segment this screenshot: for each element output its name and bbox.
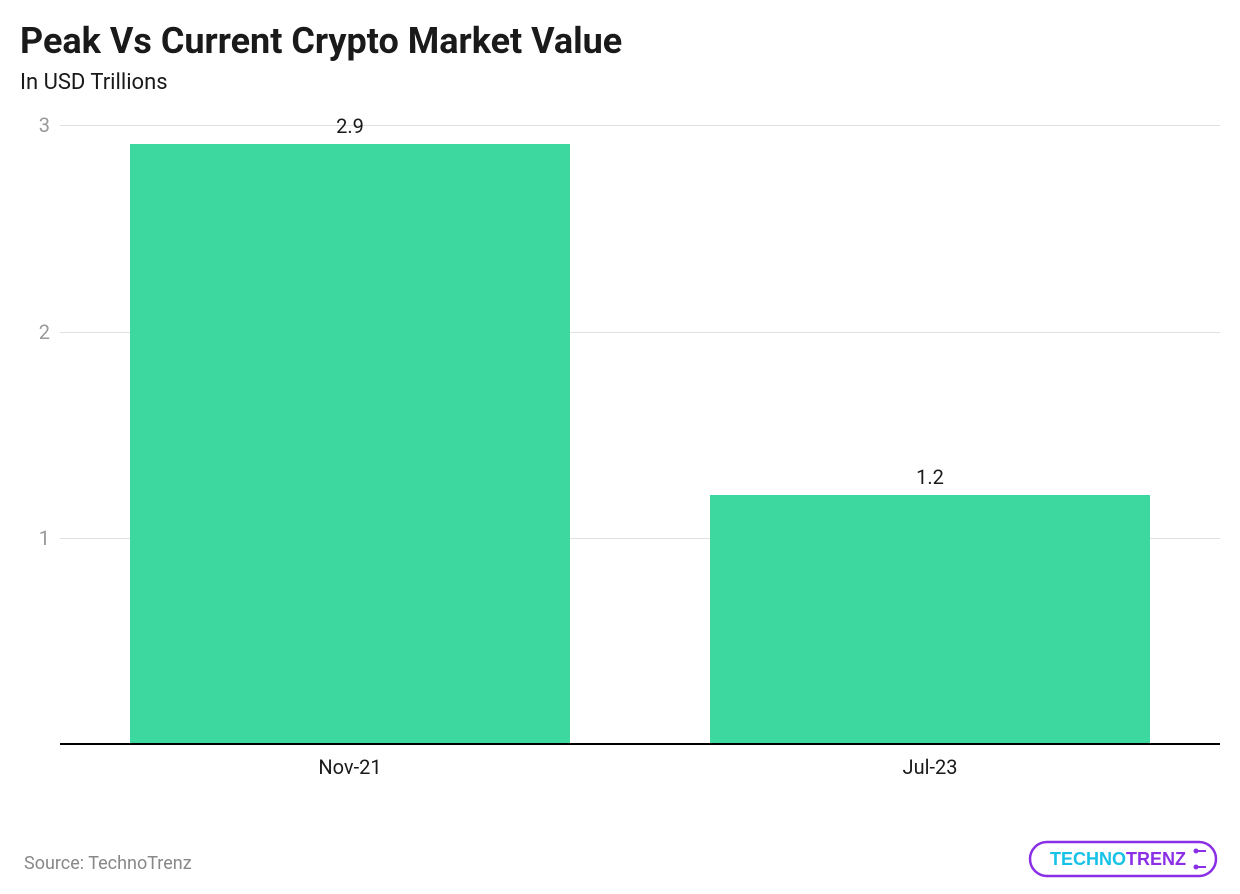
bar-jul-23: 1.2 xyxy=(710,495,1150,743)
bar-nov-21: 2.9 xyxy=(130,144,570,743)
source-text: Source: TechnoTrenz xyxy=(24,853,192,874)
svg-text:TRENZ: TRENZ xyxy=(1126,849,1186,869)
chart-title: Peak Vs Current Crypto Market Value xyxy=(20,20,1220,62)
chart-container: 3 2 1 2.9 1.2 Nov-21 Jul-23 xyxy=(20,125,1220,785)
ytick-1: 1 xyxy=(20,526,50,550)
svg-text:TECHNO: TECHNO xyxy=(1050,849,1126,869)
plot-area: 2.9 1.2 xyxy=(60,125,1220,745)
bar-label-jul-23: 1.2 xyxy=(710,465,1150,489)
xtick-nov-21: Nov-21 xyxy=(130,755,570,779)
bar-label-nov-21: 2.9 xyxy=(130,114,570,138)
xtick-jul-23: Jul-23 xyxy=(710,755,1150,779)
ytick-2: 2 xyxy=(20,320,50,344)
chart-subtitle: In USD Trillions xyxy=(20,70,1220,95)
logo-technotrenz: TECHNO TRENZ xyxy=(1028,840,1218,882)
ytick-3: 3 xyxy=(20,113,50,137)
